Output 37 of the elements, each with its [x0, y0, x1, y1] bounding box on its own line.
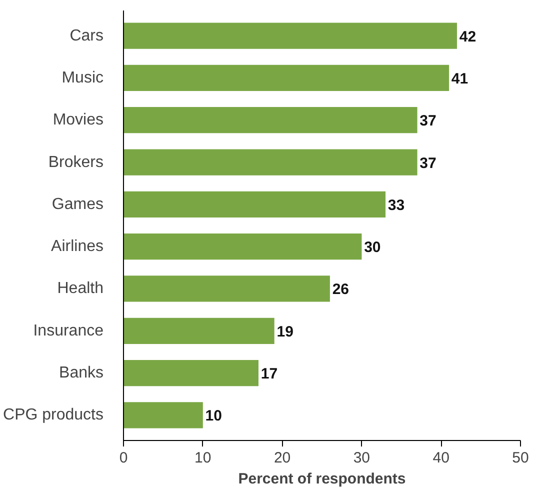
bar — [124, 22, 457, 49]
y-tick-label: Games — [52, 196, 104, 213]
bar — [124, 64, 450, 92]
bar — [124, 360, 258, 386]
data-label: 17 — [260, 366, 278, 383]
data-label: 42 — [459, 28, 476, 46]
x-axis-title: Percent of respondents — [238, 470, 406, 488]
data-label: 19 — [276, 323, 294, 340]
y-tick-label: Health — [57, 280, 104, 298]
y-tick-label: CPG products — [3, 406, 104, 424]
bar — [124, 191, 386, 218]
data-label: 33 — [388, 196, 405, 214]
x-tick-label: 0 — [119, 450, 128, 466]
y-tick-label: Airlines — [51, 238, 104, 256]
x-tick-label: 10 — [194, 450, 212, 466]
bar — [124, 234, 362, 260]
y-tick-label: Cars — [70, 27, 104, 44]
y-tick-label: Banks — [59, 364, 104, 382]
data-label: 30 — [364, 239, 381, 256]
x-tick-label: 40 — [432, 450, 450, 466]
data-label: 10 — [205, 408, 222, 425]
bar — [124, 402, 203, 428]
y-tick-label: Movies — [52, 112, 104, 129]
y-tick-label: Music — [62, 69, 104, 86]
data-label: 37 — [420, 112, 436, 130]
data-label: 26 — [332, 281, 350, 298]
x-tick-label: 50 — [512, 450, 529, 466]
bar — [124, 149, 418, 176]
bar — [124, 276, 330, 302]
y-tick-label: Brokers — [48, 154, 104, 171]
data-label: 37 — [420, 154, 436, 172]
bar — [124, 107, 418, 134]
x-tick-label: 20 — [274, 450, 291, 466]
data-label: 41 — [451, 70, 468, 88]
bar — [124, 318, 274, 344]
x-tick-label: 30 — [353, 450, 370, 466]
y-tick-label: Insurance — [33, 322, 104, 340]
